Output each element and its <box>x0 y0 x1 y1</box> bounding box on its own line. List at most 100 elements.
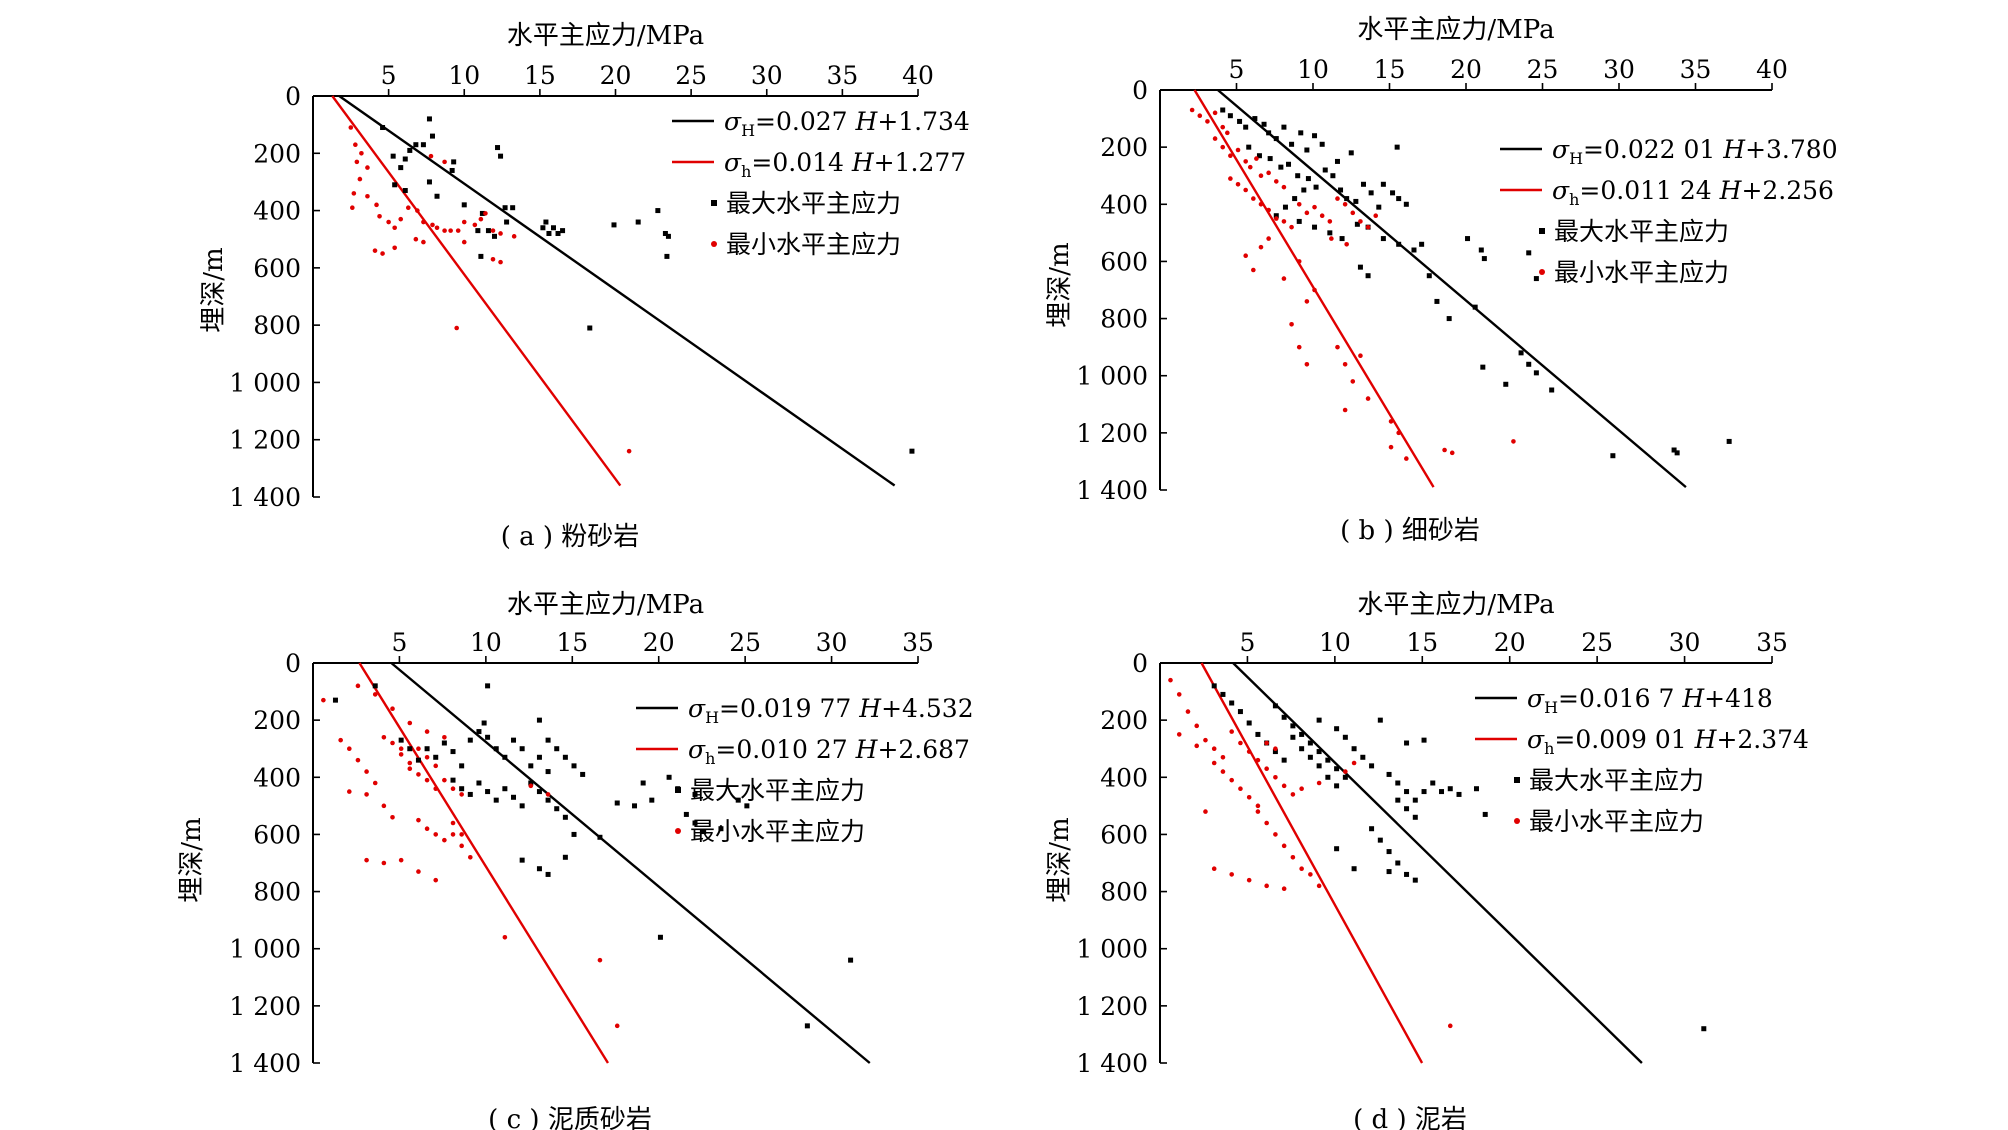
data-point-min-stress <box>1365 396 1371 401</box>
data-point-min-stress <box>454 325 459 331</box>
data-point-max-stress <box>804 1023 810 1029</box>
equation-intercept: +2.687 <box>877 735 970 764</box>
equation-coefficients: =0.011 24 <box>1579 176 1719 205</box>
data-point-max-stress <box>536 717 542 723</box>
legend-marker-dot <box>711 241 717 247</box>
data-point-max-stress <box>459 763 465 769</box>
data-point-min-stress <box>1197 113 1203 119</box>
y-tick-label: 1 000 <box>1076 935 1148 964</box>
equation-intercept: +1.277 <box>874 148 967 177</box>
data-point-max-stress <box>554 746 560 752</box>
data-point-min-stress <box>421 219 426 225</box>
data-point-max-stress <box>1380 181 1386 187</box>
data-point-max-stress <box>1316 763 1322 769</box>
x-tick-label: 10 <box>1297 55 1329 84</box>
data-point-min-stress <box>338 737 343 743</box>
data-point-min-stress <box>498 259 503 265</box>
x-tick-label: 20 <box>643 628 675 657</box>
panel-caption: ( c ) 泥质砂岩 <box>488 1105 652 1130</box>
fit-line-sigma-H <box>1232 662 1643 1064</box>
fit-line-sigma-h <box>1200 662 1424 1064</box>
data-point-min-stress <box>357 176 363 182</box>
data-point-max-stress <box>1322 167 1328 173</box>
x-tick-label: 30 <box>1603 55 1635 84</box>
data-point-min-stress <box>407 766 413 772</box>
data-point-max-stress <box>555 230 561 236</box>
data-point-max-stress <box>415 757 421 763</box>
data-point-max-stress <box>1473 786 1479 792</box>
data-point-min-stress <box>428 153 434 159</box>
data-point-max-stress <box>1380 236 1386 242</box>
data-point-max-stress <box>1316 717 1322 723</box>
data-point-min-stress <box>1235 147 1241 153</box>
data-point-max-stress <box>909 448 915 454</box>
data-point-max-stress <box>848 957 854 963</box>
data-point-max-stress <box>1369 826 1375 832</box>
equation-intercept: +2.256 <box>1741 176 1834 205</box>
data-point-max-stress <box>511 794 517 800</box>
data-point-max-stress <box>502 786 508 792</box>
data-point-max-stress <box>1290 734 1296 740</box>
data-point-min-stress <box>1290 854 1296 860</box>
data-point-min-stress <box>502 934 508 940</box>
data-point-max-stress <box>1229 700 1235 706</box>
data-point-max-stress <box>528 763 534 769</box>
equation-intercept: +2.374 <box>1716 725 1809 754</box>
data-point-max-stress <box>1447 786 1453 792</box>
data-point-max-stress <box>545 871 551 877</box>
x-tick-label: 10 <box>1319 628 1351 657</box>
data-point-min-stress <box>1388 444 1394 450</box>
legend-marker-square <box>1539 228 1545 234</box>
data-point-min-stress <box>1304 210 1310 216</box>
data-point-max-stress <box>1549 387 1555 393</box>
data-point-max-stress <box>485 228 491 234</box>
x-tick-label: 35 <box>1680 55 1712 84</box>
data-point-max-stress <box>1304 147 1310 153</box>
x-tick-label: 5 <box>381 61 397 90</box>
data-point-min-stress <box>365 193 370 199</box>
data-point-max-stress <box>1365 273 1371 279</box>
data-point-max-stress <box>1412 877 1418 883</box>
data-point-min-stress <box>442 228 447 233</box>
data-point-max-stress <box>664 253 670 259</box>
data-point-max-stress <box>580 771 586 777</box>
data-point-min-stress <box>347 789 352 794</box>
data-point-max-stress <box>1327 230 1333 236</box>
y-tick-label: 800 <box>1100 878 1148 907</box>
x-axis-title: 水平主应力/MPa <box>1357 15 1554 45</box>
data-point-max-stress <box>1404 740 1410 746</box>
data-point-max-stress <box>1351 746 1357 752</box>
legend-marker-dot <box>1539 269 1545 275</box>
data-point-max-stress <box>562 814 568 820</box>
data-point-max-stress <box>492 233 497 239</box>
x-tick-label: 5 <box>1229 55 1245 84</box>
y-tick-label: 1 200 <box>229 426 301 455</box>
data-point-max-stress <box>657 934 663 940</box>
equation-variable: H <box>1719 176 1743 205</box>
data-point-min-stress <box>461 219 467 225</box>
y-tick-label: 0 <box>1132 649 1148 678</box>
data-point-max-stress <box>649 797 655 803</box>
data-point-max-stress <box>692 820 698 826</box>
data-point-min-stress <box>390 706 395 712</box>
data-point-max-stress <box>1339 236 1345 242</box>
data-point-min-stress <box>398 746 404 752</box>
x-tick-label: 25 <box>729 628 761 657</box>
data-point-max-stress <box>441 740 447 746</box>
data-point-min-stress <box>1264 883 1269 889</box>
data-point-min-stress <box>490 256 496 262</box>
data-point-min-stress <box>442 734 447 740</box>
data-point-min-stress <box>1344 241 1349 247</box>
equation-variable: H <box>855 735 879 764</box>
data-point-max-stress <box>1246 720 1252 726</box>
equation-variable: H <box>858 694 882 723</box>
data-point-max-stress <box>467 791 473 797</box>
data-point-max-stress <box>1480 364 1486 370</box>
data-point-min-stress <box>1342 407 1348 413</box>
data-point-min-stress <box>381 803 387 809</box>
panel-caption: ( a ) 粉砂岩 <box>501 522 640 552</box>
data-point-min-stress <box>386 219 391 225</box>
data-point-max-stress <box>1307 740 1313 746</box>
data-point-min-stress <box>321 697 326 703</box>
data-point-min-stress <box>372 692 378 697</box>
